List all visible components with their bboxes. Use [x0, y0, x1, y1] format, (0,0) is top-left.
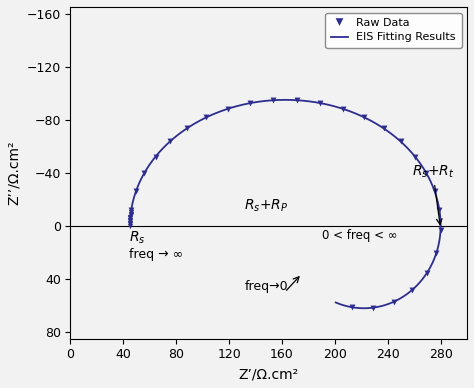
Point: [411, 154, 419, 160]
Point: [127, 212, 134, 218]
Point: [127, 209, 135, 215]
Text: $R_s$: $R_s$: [128, 230, 145, 246]
Point: [348, 304, 356, 310]
Point: [224, 106, 231, 112]
Point: [152, 154, 159, 160]
Point: [431, 188, 438, 194]
Point: [339, 106, 347, 112]
Point: [423, 170, 430, 177]
Point: [409, 287, 416, 293]
Text: freq→0: freq→0: [244, 280, 288, 293]
Point: [127, 215, 134, 222]
Point: [423, 270, 430, 276]
Point: [127, 214, 134, 220]
Text: 0 < freq < ∞: 0 < freq < ∞: [322, 229, 397, 242]
Point: [360, 114, 368, 120]
Point: [270, 97, 277, 103]
Point: [126, 223, 134, 229]
Point: [126, 221, 134, 227]
Point: [380, 125, 387, 132]
Point: [183, 125, 191, 132]
Point: [203, 114, 210, 120]
Point: [437, 227, 444, 233]
Point: [317, 100, 324, 106]
Point: [436, 207, 443, 213]
Point: [140, 170, 148, 177]
Point: [390, 299, 398, 305]
Point: [128, 207, 135, 213]
X-axis label: Z’/Ω.cm²: Z’/Ω.cm²: [239, 367, 299, 381]
Point: [433, 249, 440, 256]
Point: [293, 97, 301, 103]
Point: [370, 305, 377, 311]
Point: [127, 217, 134, 223]
Text: freq → ∞: freq → ∞: [128, 248, 182, 261]
Text: $R_s$+$R_P$: $R_s$+$R_P$: [244, 198, 288, 215]
Point: [126, 218, 134, 224]
Point: [132, 188, 140, 194]
Point: [166, 139, 174, 145]
Point: [397, 139, 404, 145]
Point: [246, 100, 254, 106]
Text: $R_s$+$R_t$: $R_s$+$R_t$: [411, 163, 454, 225]
Point: [127, 211, 135, 217]
Point: [126, 220, 134, 226]
Legend: Raw Data, EIS Fitting Results: Raw Data, EIS Fitting Results: [325, 12, 462, 48]
Y-axis label: Z’’/Ω.cm²: Z’’/Ω.cm²: [7, 140, 21, 205]
